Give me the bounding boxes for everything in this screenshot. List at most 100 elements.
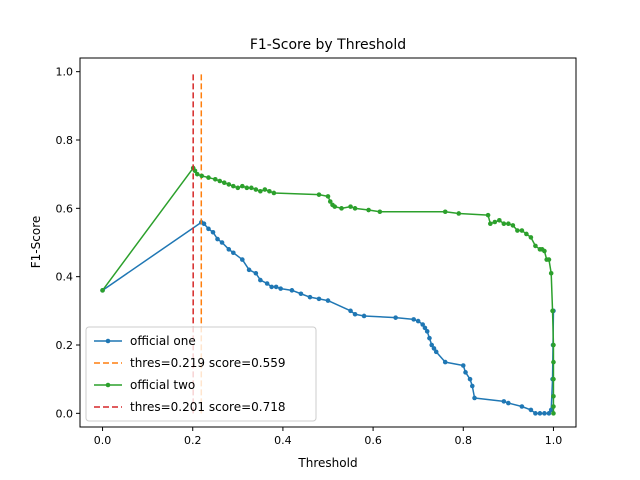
data-point [393, 315, 398, 320]
x-tick-label: 0.0 [94, 434, 112, 447]
legend-label: thres=0.219 score=0.559 [130, 356, 286, 370]
data-point [548, 270, 554, 276]
data-point [269, 284, 274, 290]
legend-marker [105, 382, 111, 388]
data-point [253, 187, 259, 192]
legend: official one thres=0.219 score=0.559 offic… [85, 326, 317, 422]
y-tick-label: 0.8 [56, 134, 74, 147]
data-point [548, 407, 554, 413]
data-point [100, 288, 105, 293]
data-point [442, 209, 448, 215]
data-point [249, 185, 254, 191]
data-point [289, 288, 295, 293]
legend-item: thres=0.219 score=0.559 [94, 356, 286, 370]
y-tick-label: 1.0 [56, 66, 74, 79]
data-point [217, 178, 223, 184]
data-point [431, 346, 437, 351]
data-point [258, 188, 263, 194]
data-point [210, 229, 216, 235]
y-tick-label: 0.0 [56, 407, 74, 420]
plot-frame [79, 57, 577, 428]
data-point [235, 185, 241, 191]
x-tick-label: 0.4 [274, 434, 292, 447]
legend-label: thres=0.201 score=0.718 [130, 400, 286, 414]
legend-marker [105, 338, 111, 344]
data-point [460, 363, 466, 368]
data-point [533, 243, 538, 249]
x-tick-label: 0.6 [364, 434, 382, 447]
x-tick-label: 0.8 [455, 434, 473, 447]
data-point [528, 407, 534, 413]
data-point [424, 329, 430, 334]
data-point [352, 311, 358, 317]
data-point [262, 187, 268, 192]
series-0 [100, 220, 556, 416]
data-point [215, 236, 220, 242]
data-point [533, 411, 538, 416]
legend-item: thres=0.201 score=0.718 [94, 400, 286, 414]
data-point [278, 286, 283, 291]
data-point [206, 226, 211, 232]
data-point [240, 257, 245, 262]
data-point [537, 411, 543, 416]
data-point [298, 291, 304, 297]
data-point [427, 335, 432, 341]
data-point [442, 359, 448, 365]
data-point [226, 247, 232, 252]
data-point [325, 298, 331, 303]
x-axis-label: Threshold [297, 456, 357, 470]
data-point [307, 294, 313, 300]
data-point [551, 404, 556, 409]
data-point [501, 221, 507, 227]
y-tick-label: 0.2 [56, 339, 74, 352]
data-point [469, 383, 475, 389]
legend-box [85, 326, 317, 422]
y-tick-label: 0.6 [56, 202, 74, 215]
data-point [467, 376, 473, 382]
data-point [271, 190, 277, 196]
data-point [194, 171, 200, 177]
data-point [510, 223, 516, 228]
data-point [199, 173, 205, 179]
data-point [433, 349, 439, 355]
data-point [420, 322, 425, 327]
data-point [429, 342, 435, 348]
data-point [267, 188, 272, 194]
data-point [422, 325, 428, 331]
data-point [524, 231, 529, 237]
data-point [551, 376, 556, 382]
y-axis-label: F1-Score [29, 216, 43, 268]
data-point [316, 296, 322, 302]
legend-label: official one [130, 334, 196, 348]
data-point [551, 393, 556, 399]
data-point [506, 221, 511, 227]
data-point [528, 235, 534, 240]
data-point [361, 313, 367, 319]
data-point [519, 404, 525, 409]
data-point [273, 284, 279, 290]
legend-item: official one [94, 334, 196, 348]
data-point [348, 308, 353, 314]
data-point [332, 204, 338, 209]
data-point [226, 182, 232, 187]
x-tick-label: 0.2 [184, 434, 202, 447]
data-point [244, 185, 250, 191]
x-tick-label: 1.0 [545, 434, 563, 447]
legend-label: official two [130, 378, 195, 392]
data-point [546, 411, 552, 416]
data-point [377, 209, 383, 215]
data-point [212, 176, 218, 182]
data-point [515, 228, 520, 233]
data-point [339, 206, 344, 211]
data-point [206, 175, 211, 180]
data-point [506, 400, 511, 406]
data-point [221, 180, 227, 186]
data-point [231, 250, 236, 256]
data-point [542, 248, 547, 254]
data-point [219, 240, 225, 245]
series-2 [100, 165, 556, 416]
data-point [316, 192, 322, 197]
data-point [366, 207, 371, 213]
data-point [551, 342, 556, 348]
